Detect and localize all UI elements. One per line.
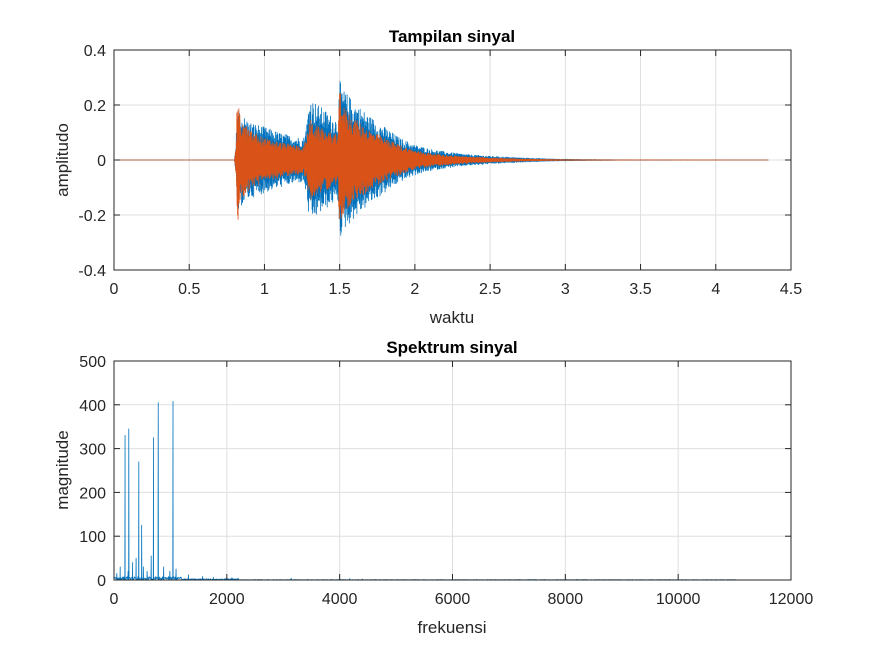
signal-y-tick-label: 0.4 bbox=[84, 43, 106, 60]
spectrum-y-tick-label: 100 bbox=[79, 529, 106, 546]
signal-axes: 0 0.5 1 1.5 2 2.5 3 3.5 4 4.5 -0.4 -0.2 0 0.2 0.4 Tamp… bbox=[53, 27, 802, 327]
spectrum-x-tick-label: 0 bbox=[110, 591, 119, 608]
spectrum-x-axis-label: frekuensi bbox=[418, 618, 487, 637]
signal-ticks: 0 0.5 1 1.5 2 2.5 3 3.5 4 4.5 -0.4 -0.2 0 0.2 0.4 bbox=[78, 43, 802, 298]
spectrum-axes: 0 2000 4000 6000 8000 10000 12000 0 100 200 300 400… bbox=[53, 338, 813, 637]
signal-series-2-line bbox=[114, 93, 769, 220]
signal-x-tick-label: 1.5 bbox=[329, 281, 351, 298]
signal-x-tick-label: 4.5 bbox=[780, 281, 802, 298]
spectrum-x-tick-label: 2000 bbox=[209, 591, 245, 608]
signal-x-tick-label: 1 bbox=[260, 281, 269, 298]
spectrum-y-tick-label: 200 bbox=[79, 485, 106, 502]
spectrum-y-tick-label: 300 bbox=[79, 442, 106, 459]
spectrum-chart-title: Spektrum sinyal bbox=[386, 338, 517, 357]
signal-x-axis-label: waktu bbox=[429, 308, 474, 327]
spectrum-y-tick-label: 400 bbox=[79, 398, 106, 415]
spectrum-x-tick-label: 10000 bbox=[656, 591, 701, 608]
signal-series-group bbox=[114, 80, 769, 236]
signal-y-tick-label: 0.2 bbox=[84, 98, 106, 115]
spectrum-y-tick-label: 0 bbox=[97, 573, 106, 590]
signal-y-tick-label: -0.4 bbox=[78, 263, 106, 280]
signal-x-tick-label: 3 bbox=[561, 281, 570, 298]
spectrum-x-tick-label: 6000 bbox=[435, 591, 471, 608]
signal-chart-title: Tampilan sinyal bbox=[389, 27, 515, 46]
spectrum-x-tick-label: 12000 bbox=[769, 591, 814, 608]
spectrum-x-tick-label: 4000 bbox=[322, 591, 358, 608]
signal-x-tick-label: 2 bbox=[410, 281, 419, 298]
spectrum-ticks: 0 2000 4000 6000 8000 10000 12000 0 100 200 300 400… bbox=[79, 354, 813, 608]
spectrum-y-axis-label: magnitude bbox=[53, 430, 72, 509]
signal-x-tick-label: 2.5 bbox=[479, 281, 501, 298]
signal-y-tick-label: 0 bbox=[97, 153, 106, 170]
signal-x-tick-label: 0 bbox=[110, 281, 119, 298]
spectrum-y-tick-label: 500 bbox=[79, 354, 106, 371]
signal-y-axis-label: amplitudo bbox=[53, 123, 72, 197]
signal-y-tick-label: -0.2 bbox=[78, 208, 106, 225]
signal-x-tick-label: 0.5 bbox=[178, 281, 200, 298]
spectrum-x-tick-label: 8000 bbox=[548, 591, 584, 608]
signal-x-tick-label: 4 bbox=[711, 281, 720, 298]
signal-x-tick-label: 3.5 bbox=[629, 281, 651, 298]
